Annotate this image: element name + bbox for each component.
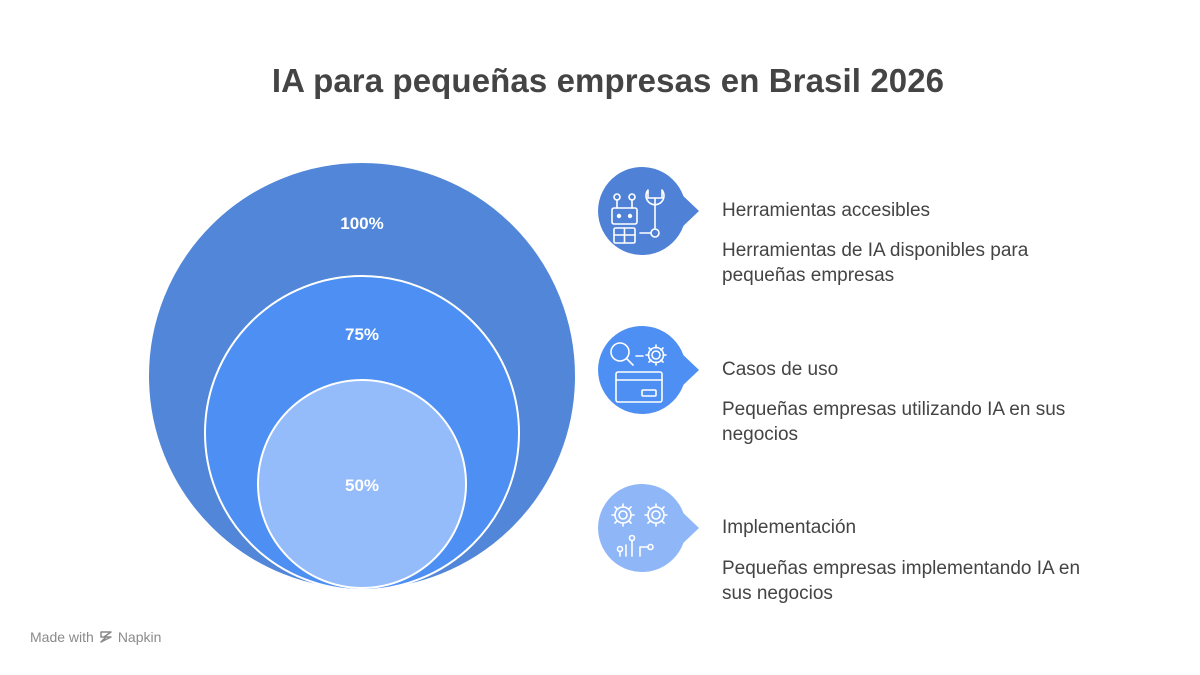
napkin-logo-icon <box>100 631 112 643</box>
search-gear-box-icon <box>610 342 667 403</box>
item-title-implementacion: Implementación <box>722 517 857 538</box>
circle-label-100: 100% <box>340 214 383 233</box>
circle-label-75: 75% <box>345 325 379 344</box>
badge-implementacion <box>598 484 699 572</box>
badge-bubble <box>598 484 699 572</box>
napkin-brand-text: Napkin <box>117 629 162 645</box>
item-title-herramientas: Herramientas accesibles <box>722 200 931 221</box>
robot-wrench-icon <box>611 189 665 244</box>
circle-50 <box>257 379 467 589</box>
circle-label-50: 50% <box>345 476 379 495</box>
badge-herramientas <box>598 167 699 256</box>
badge-casos <box>598 326 699 414</box>
badge-bubble <box>598 326 699 414</box>
item-desc-herramientas: Herramientas de IA disponibles para pequ… <box>722 240 1029 286</box>
badge-bubble <box>598 167 699 256</box>
page-title: IA para pequeñas empresas en Brasil 2026 <box>271 62 945 99</box>
gears-circuit-icon <box>611 503 668 557</box>
item-desc-casos: Pequeñas empresas utilizando IA en sus n… <box>722 399 1066 445</box>
made-with-text: Made with <box>30 629 94 645</box>
item-desc-implementacion: Pequeñas empresas implementando IA en su… <box>722 558 1081 604</box>
footer-watermark: Made with Napkin <box>30 629 161 645</box>
item-title-casos: Casos de uso <box>722 359 839 380</box>
